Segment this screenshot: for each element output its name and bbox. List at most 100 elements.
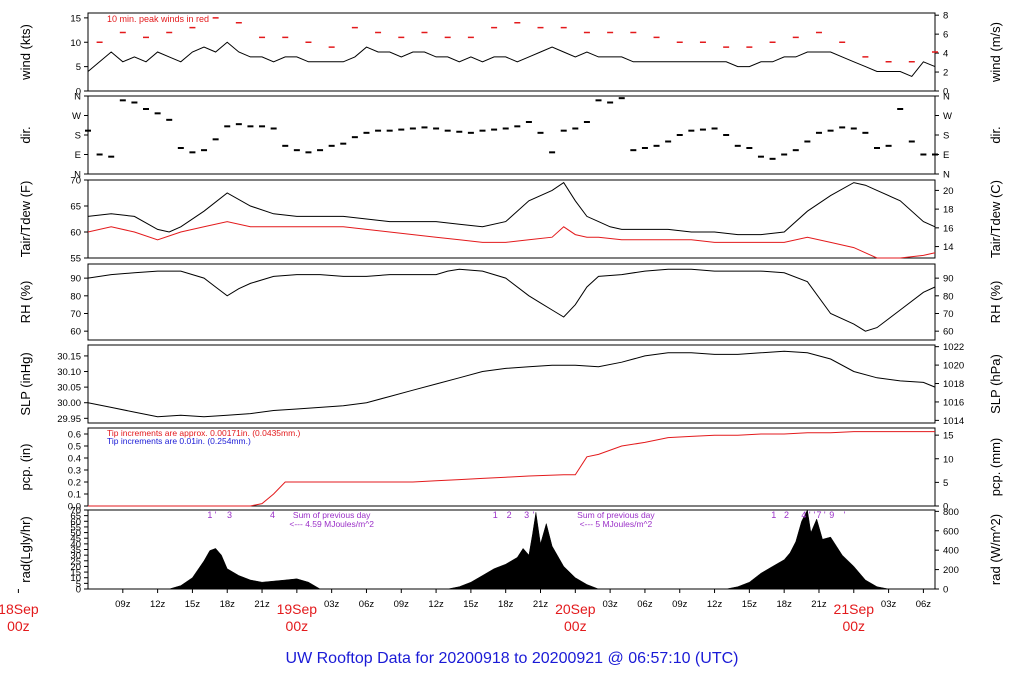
pcp-left-tick-label: 0.2: [68, 478, 81, 489]
rh-left-tick-label: 70: [70, 309, 81, 320]
pcp-annotation: Tip increments are approx. 0.00171in. (0…: [107, 428, 301, 438]
x-tick-label: 15z: [463, 599, 479, 610]
rad-right-tick-label: 400: [943, 546, 959, 557]
temp-left-tick-label: 65: [70, 202, 81, 213]
rad-right-tick-label: 0: [943, 585, 948, 596]
dir-left-tick-label: E: [75, 150, 81, 161]
dir-left-tick-label: N: [74, 92, 81, 103]
rad-left-tick-label: 35: [70, 545, 81, 556]
dir-right-tick-label: E: [943, 150, 949, 161]
rad-right-tick-label: 800: [943, 507, 959, 518]
x-tick-label: 18z: [220, 599, 236, 610]
x-tick-label: 06z: [359, 599, 375, 610]
rad-marker: ': [533, 510, 535, 520]
pcp-ylabel-left: pcp. (in): [18, 444, 33, 491]
rh-ylabel-left: RH (%): [18, 281, 33, 324]
wind-right-tick-label: 4: [943, 49, 948, 60]
temp-left-tick-label: 60: [70, 228, 81, 239]
pcp-annotation: Tip increments are 0.01in. (0.254mm.): [107, 436, 251, 446]
dir-ylabel-left: dir.: [18, 126, 33, 143]
x-tick-label: 12z: [428, 599, 444, 610]
rad-marker: ': [215, 510, 217, 520]
temp-right-tick-label: 14: [943, 242, 954, 253]
rad-marker: 2: [784, 510, 789, 520]
temp-panel-frame: [87, 179, 936, 259]
wind-left-tick-label: 0: [76, 87, 81, 98]
x-tick-label: 21z: [254, 599, 270, 610]
rad-marker: 1: [771, 510, 776, 520]
x-tick-label: 15z: [742, 599, 758, 610]
slp-ylabel-left: SLP (inHg): [18, 352, 33, 415]
wind-annotation: 10 min. peak winds in red: [107, 14, 209, 24]
dir-panel-frame: [87, 95, 936, 175]
rad-daily-sum-annotation: Sum of previous day: [293, 510, 371, 520]
rad-left-tick-label: 10: [70, 573, 81, 584]
rad-marker: 4: [801, 510, 806, 520]
rad-marker: 9: [829, 510, 834, 520]
pcp-ylabel-right: pcp. (mm): [988, 438, 1003, 497]
rad-left-tick-label: 0: [76, 585, 81, 596]
x-day-label: 18Sep: [0, 601, 39, 617]
rad-left-tick-label: 65: [70, 511, 81, 522]
x-day-hour-label: 00z: [7, 618, 30, 634]
pcp-right-tick-label: 10: [943, 454, 954, 465]
rad-left-tick-label: 20: [70, 562, 81, 573]
rh-right-tick-label: 80: [943, 291, 954, 302]
temp-line-tair: [87, 181, 936, 236]
slp-line-slp: [87, 350, 936, 418]
rad-marker: 3: [524, 510, 529, 520]
dir-right-tick-label: W: [943, 111, 952, 122]
dir-left-tick-label: W: [72, 111, 81, 122]
rad-left-tick-label: 50: [70, 528, 81, 539]
rad-daily-sum-annotation: Sum of previous day: [577, 510, 655, 520]
rad-left-tick-label: 30: [70, 551, 81, 562]
rad-left-tick-label: 60: [70, 517, 81, 528]
dir-left-tick-label: S: [75, 131, 81, 142]
wind-left-tick-label: 15: [70, 13, 81, 24]
x-tick-label: 12z: [707, 599, 723, 610]
rh-panel-frame: [87, 263, 936, 341]
x-day-label: 19Sep: [277, 601, 318, 617]
x-day-hour-label: 00z: [842, 618, 865, 634]
x-tick-label: 09z: [394, 599, 410, 610]
pcp-left-tick-label: 0.5: [68, 442, 81, 453]
slp-left-tick-label: 30.05: [57, 383, 81, 394]
slp-right-tick-label: 1016: [943, 397, 964, 408]
pcp-right-tick-label: 5: [943, 478, 948, 489]
x-day-label: 20Sep: [555, 601, 596, 617]
temp-right-tick-label: 20: [943, 186, 954, 197]
rh-left-tick-label: 60: [70, 327, 81, 338]
rad-marker: ': [809, 510, 811, 520]
x-tick-label: 06z: [637, 599, 653, 610]
pcp-left-tick-label: 0.4: [68, 454, 81, 465]
slp-right-tick-label: 1022: [943, 342, 964, 353]
temp-ylabel-left: Tair/Tdew (F): [18, 181, 33, 258]
slp-left-tick-label: 29.95: [57, 414, 81, 425]
dir-right-tick-label: N: [943, 170, 950, 181]
x-tick-label: 21z: [533, 599, 549, 610]
rad-marker: 2: [507, 510, 512, 520]
temp-ylabel-right: Tair/Tdew (C): [988, 180, 1003, 258]
rad-ylabel-left: rad(Lgly/hr): [18, 516, 33, 582]
rh-right-tick-label: 70: [943, 309, 954, 320]
rh-line-rh: [87, 268, 936, 332]
temp-left-tick-label: 55: [70, 254, 81, 265]
dir-right-tick-label: N: [943, 92, 950, 103]
slp-ylabel-right: SLP (hPa): [988, 354, 1003, 414]
pcp-right-tick-label: 15: [943, 431, 954, 442]
x-day-hour-label: 00z: [286, 618, 309, 634]
temp-right-tick-label: 18: [943, 205, 954, 216]
temp-line-tdew: [87, 221, 936, 259]
wind-left-tick-label: 5: [76, 62, 81, 73]
pcp-left-tick-label: 0.1: [68, 490, 81, 501]
temp-right-tick-label: 16: [943, 223, 954, 234]
wind-right-tick-label: 6: [943, 30, 948, 41]
wind-right-tick-label: 2: [943, 68, 948, 79]
rad-daily-sum-annotation: <--- 5 MJoules/m^2: [580, 519, 653, 529]
pcp-left-tick-label: 0.3: [68, 466, 81, 477]
rad-left-tick-label: 45: [70, 534, 81, 545]
x-day-hour-label: 00z: [564, 618, 587, 634]
x-tick-label: 03z: [602, 599, 618, 610]
x-day-label: 21Sep: [834, 601, 875, 617]
rad-left-tick-label: 5: [76, 579, 81, 590]
